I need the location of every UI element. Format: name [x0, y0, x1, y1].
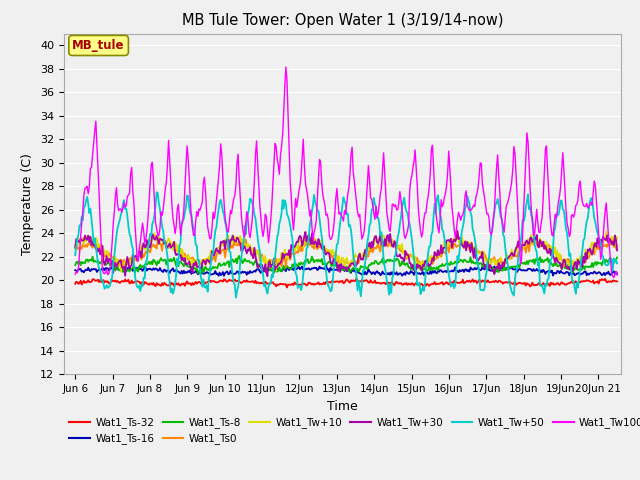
- Legend: Wat1_Ts-32, Wat1_Ts-16, Wat1_Ts-8, Wat1_Ts0, Wat1_Tw+10, Wat1_Tw+30, Wat1_Tw+50,: Wat1_Ts-32, Wat1_Ts-16, Wat1_Ts-8, Wat1_…: [69, 417, 640, 444]
- Y-axis label: Temperature (C): Temperature (C): [22, 153, 35, 255]
- X-axis label: Time: Time: [327, 400, 358, 413]
- Title: MB Tule Tower: Open Water 1 (3/19/14-now): MB Tule Tower: Open Water 1 (3/19/14-now…: [182, 13, 503, 28]
- Text: MB_tule: MB_tule: [72, 39, 125, 52]
